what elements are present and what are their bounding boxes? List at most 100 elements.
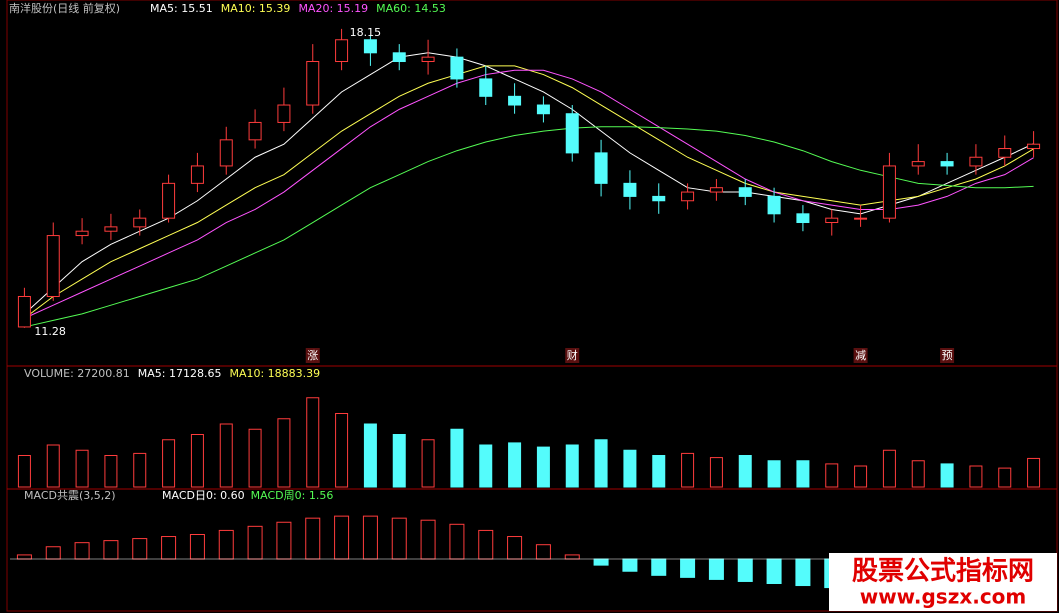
ma-line bbox=[24, 65, 1034, 319]
volume-bar bbox=[17, 455, 31, 488]
macd-bar bbox=[276, 521, 292, 560]
macd-bar bbox=[737, 558, 753, 582]
event-box bbox=[853, 348, 868, 363]
event-label: 减 bbox=[855, 349, 866, 362]
macd-bar bbox=[795, 558, 811, 587]
volume-bar bbox=[594, 439, 608, 488]
macd-bar bbox=[334, 515, 350, 560]
candle-body bbox=[882, 165, 896, 219]
macd-bar bbox=[622, 558, 638, 572]
macd-bar bbox=[766, 558, 782, 584]
macd-bar bbox=[507, 536, 523, 560]
volume-bar bbox=[335, 413, 349, 488]
macd-bar bbox=[449, 523, 465, 560]
volume-bar bbox=[306, 397, 320, 488]
macd-bar bbox=[161, 536, 177, 560]
volume-bar bbox=[652, 455, 666, 488]
candle-body bbox=[162, 182, 176, 219]
macd-bar bbox=[45, 546, 61, 560]
event-box bbox=[565, 348, 580, 363]
event-label: 预 bbox=[942, 349, 953, 362]
volume-bar bbox=[450, 428, 464, 488]
event-label: 涨 bbox=[307, 349, 318, 362]
volume-bar bbox=[796, 460, 810, 488]
candle-body bbox=[854, 217, 868, 220]
low-annotation: 11.28 bbox=[34, 325, 66, 338]
candle-body bbox=[536, 104, 550, 115]
volume-bar bbox=[46, 444, 60, 488]
candle-body bbox=[738, 187, 752, 197]
legend-entry: MA20: 15.19 bbox=[298, 2, 368, 15]
candle-body bbox=[623, 182, 637, 197]
candle-body bbox=[969, 156, 983, 167]
candle-body bbox=[796, 213, 810, 224]
macd-bar bbox=[103, 540, 119, 560]
logo-title: 股票公式指标网 bbox=[852, 557, 1034, 587]
chart-title: 南洋股份(日线 前复权) bbox=[9, 1, 120, 15]
candle-body bbox=[421, 56, 435, 63]
candle-body bbox=[998, 148, 1012, 158]
macd-value-label: MACD日0: 0.60 bbox=[162, 489, 245, 502]
macd-bar bbox=[218, 529, 234, 560]
candle-body bbox=[75, 230, 89, 237]
volume-bar bbox=[190, 434, 204, 488]
candle-body bbox=[940, 161, 954, 167]
candle-body bbox=[911, 161, 925, 167]
volume-bar bbox=[392, 434, 406, 488]
high-annotation: 18.15 bbox=[350, 26, 382, 39]
candle-body bbox=[652, 195, 666, 202]
ma-line bbox=[24, 52, 1034, 315]
volume-bar bbox=[709, 457, 723, 488]
frame bbox=[6, 0, 1058, 612]
volume-bar bbox=[854, 465, 868, 488]
volume-bar bbox=[623, 449, 637, 488]
candle-body bbox=[190, 165, 204, 184]
candle-body bbox=[508, 95, 522, 106]
candle-body bbox=[565, 113, 579, 154]
volume-ma-label: MA5: 17128.65 bbox=[138, 367, 222, 380]
volume-bar bbox=[104, 455, 118, 488]
candle-body bbox=[17, 295, 31, 328]
legend-entry: MA5: 15.51 bbox=[150, 2, 213, 15]
candle-body bbox=[594, 152, 608, 184]
macd-bar bbox=[708, 558, 724, 580]
macd-bar bbox=[651, 558, 667, 576]
volume-bar bbox=[363, 423, 377, 488]
macd-bar bbox=[362, 515, 378, 560]
macd-bar bbox=[680, 558, 696, 578]
macd-label: MACD共震(3,5,2) bbox=[24, 489, 116, 502]
volume-bar bbox=[969, 465, 983, 488]
volume-bar bbox=[940, 463, 954, 488]
candle-body bbox=[277, 104, 291, 123]
volume-bar bbox=[508, 442, 522, 488]
candle-body bbox=[1027, 143, 1041, 150]
candle-body bbox=[248, 121, 262, 141]
volume-ma-label: MA10: 18883.39 bbox=[229, 367, 320, 380]
macd-bar bbox=[593, 558, 609, 566]
candle-body bbox=[133, 217, 147, 228]
volume-bar bbox=[248, 428, 262, 488]
candle-body bbox=[335, 39, 349, 63]
volume-bar bbox=[681, 452, 695, 488]
volume-bar bbox=[277, 418, 291, 488]
volume-bar bbox=[536, 446, 550, 488]
macd-value-label: MACD周0: 1.56 bbox=[251, 489, 334, 502]
volume-bar bbox=[75, 449, 89, 488]
macd-bar bbox=[247, 525, 263, 560]
macd-bar bbox=[16, 554, 32, 560]
event-box bbox=[305, 348, 320, 363]
macd-bar bbox=[420, 519, 436, 560]
legend-entry: MA10: 15.39 bbox=[221, 2, 291, 15]
volume-bar bbox=[825, 463, 839, 488]
volume-bar bbox=[911, 460, 925, 488]
event-box bbox=[940, 348, 955, 363]
candle-body bbox=[479, 78, 493, 97]
ma-line bbox=[24, 126, 1034, 328]
volume-bar bbox=[219, 423, 233, 488]
volume-bar bbox=[162, 439, 176, 488]
candle-body bbox=[306, 61, 320, 106]
volume-bar bbox=[1027, 457, 1041, 488]
volume-bar bbox=[882, 449, 896, 488]
volume-bar bbox=[565, 444, 579, 488]
macd-bar bbox=[535, 544, 551, 560]
